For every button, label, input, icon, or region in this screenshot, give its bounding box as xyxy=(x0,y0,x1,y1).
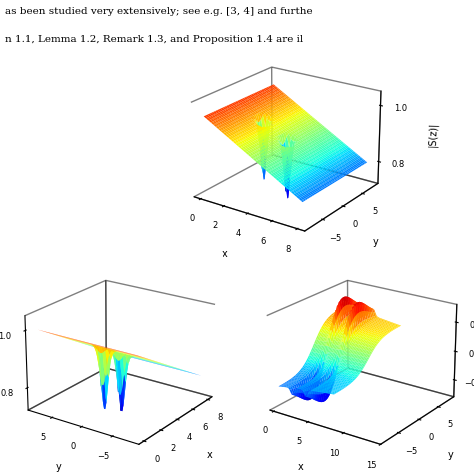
Text: n 1.1, Lemma 1.2, Remark 1.3, and Proposition 1.4 are il: n 1.1, Lemma 1.2, Remark 1.3, and Propos… xyxy=(5,35,303,44)
X-axis label: x: x xyxy=(297,463,303,473)
Y-axis label: y: y xyxy=(55,463,61,473)
X-axis label: x: x xyxy=(221,249,227,259)
X-axis label: x: x xyxy=(206,450,212,460)
Text: as been studied very extensively; see e.g. [3, 4] and furthe: as been studied very extensively; see e.… xyxy=(5,7,312,16)
Y-axis label: y: y xyxy=(372,237,378,247)
Y-axis label: y: y xyxy=(448,450,454,460)
